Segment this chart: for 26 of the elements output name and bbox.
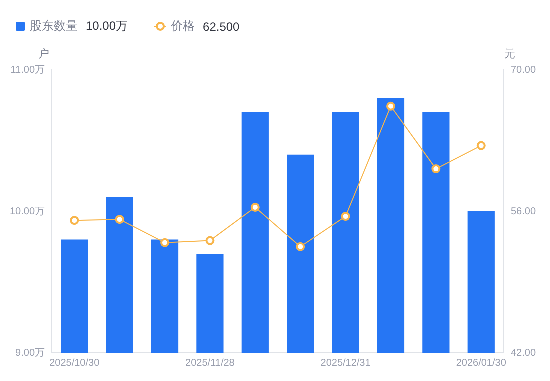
y2-tick-label: 56.00 (510, 206, 536, 218)
y2-tick-label: 70.00 (510, 64, 536, 76)
y2-axis-title: 元 (504, 48, 516, 61)
text: 62.500 (203, 20, 240, 34)
y-axis-title: 户 (38, 48, 50, 61)
point (296, 242, 306, 252)
point (341, 212, 350, 222)
text: 10.00万 (86, 18, 128, 35)
point (206, 236, 215, 246)
y-tick-label: 9.00万 (16, 348, 46, 359)
y-tick-label: 10.00万 (10, 206, 46, 218)
y-tick-label: 11.00万 (10, 64, 46, 76)
point (386, 102, 396, 111)
point (432, 164, 441, 174)
point (250, 202, 260, 212)
legend-label: 价格 (171, 18, 196, 35)
point (70, 216, 80, 226)
x-tick-label: 2025/10/30 (50, 358, 100, 369)
x-tick-label: 2026/01/30 (456, 358, 507, 369)
y2-tick-label: 42.00 (510, 348, 536, 359)
point (476, 141, 486, 150)
x-tick-label: 2025/12/31 (320, 358, 372, 369)
point (115, 215, 124, 224)
x-tick-label: 2025/11/28 (186, 358, 236, 369)
point (160, 238, 170, 248)
legend-label: 股东数量 (30, 18, 78, 35)
